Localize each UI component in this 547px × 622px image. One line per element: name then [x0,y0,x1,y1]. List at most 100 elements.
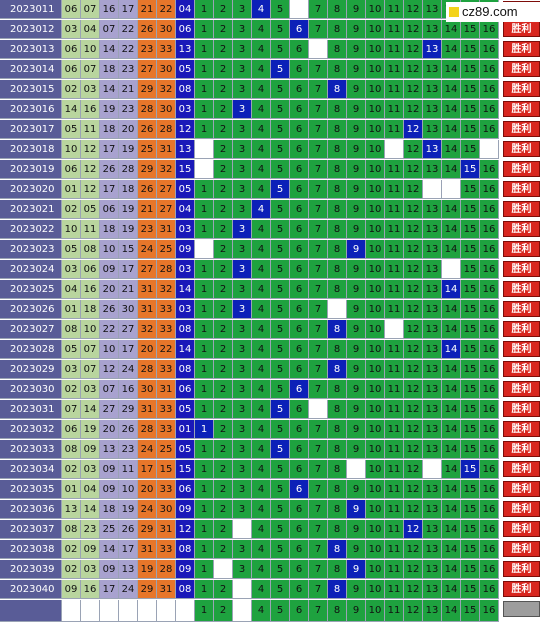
matrix-cell: 9 [347,380,366,399]
result-win-badge[interactable]: 胜利 [503,481,540,497]
red-ball-number: 13 [119,560,138,579]
matrix-cell: 14 [442,320,461,339]
result-win-badge[interactable]: 胜利 [503,321,540,337]
result-win-badge[interactable]: 胜利 [503,361,540,377]
red-ball-number: 02 [62,560,81,579]
matrix-cell: 15 [461,540,480,559]
matrix-cell: 10 [366,520,385,539]
result-win-badge[interactable]: 胜利 [503,261,540,277]
result-win-badge[interactable]: 胜利 [503,441,540,457]
special-number: 12 [176,120,195,139]
result-win-badge[interactable]: 胜利 [503,521,540,537]
matrix-cell-empty [233,580,252,599]
red-ball-number: 07 [100,20,119,39]
matrix-cell-hit: 9 [347,560,366,579]
result-pending-badge[interactable] [503,601,540,617]
result-win-badge[interactable]: 胜利 [503,21,540,37]
table-row: 2023019 06 12 26 28 29 32 15 2 3 4 5 6 7 8 9 10 11 12 13 14 1… [0,160,547,179]
matrix-cell: 4 [252,380,271,399]
matrix-cell: 16 [480,120,499,139]
result-win-badge[interactable]: 胜利 [503,221,540,237]
matrix-cell: 10 [366,500,385,519]
matrix-cell: 14 [442,520,461,539]
result-win-badge[interactable]: 胜利 [503,461,540,477]
result-win-badge[interactable]: 胜利 [503,501,540,517]
issue-number: 2023031 [0,400,62,419]
result-win-badge[interactable]: 胜利 [503,421,540,437]
matrix-cell-hit: 3 [233,300,252,319]
matrix-cell: 4 [252,120,271,139]
matrix-cell: 14 [442,80,461,99]
matrix-cell: 1 [195,340,214,359]
red-ball-number: 19 [119,140,138,159]
red-ball-number: 17 [138,460,157,479]
matrix-cell: 13 [423,360,442,379]
result-win-badge[interactable]: 胜利 [503,341,540,357]
matrix-cell: 4 [252,500,271,519]
red-ball-number: 21 [138,0,157,19]
result-win-badge[interactable]: 胜利 [503,381,540,397]
table-row: 2023032 06 19 20 26 28 33 01 1 2 3 4 5 6 7 8 9 10 11 12 13 14… [0,420,547,439]
result-win-badge[interactable]: 胜利 [503,561,540,577]
matrix-cell: 13 [423,480,442,499]
result-win-badge[interactable]: 胜利 [503,161,540,177]
result-win-badge[interactable]: 胜利 [503,541,540,557]
red-ball-number: 29 [138,580,157,599]
result-win-badge[interactable]: 胜利 [503,301,540,317]
matrix-cell: 4 [252,240,271,259]
red-ball-number: 23 [119,100,138,119]
matrix-cell: 8 [328,280,347,299]
matrix-cell: 7 [309,260,328,279]
matrix-cell: 15 [461,420,480,439]
matrix-cell: 1 [195,580,214,599]
red-ball-number: 28 [157,260,176,279]
special-number: 15 [176,160,195,179]
result-win-badge[interactable]: 胜利 [503,61,540,77]
special-number: 03 [176,100,195,119]
matrix-cell-hit: 5 [271,60,290,79]
red-ball-number: 08 [62,320,81,339]
matrix-cell: 6 [290,340,309,359]
result-win-badge[interactable]: 胜利 [503,121,540,137]
matrix-cell-empty [328,300,347,319]
matrix-cell: 13 [423,540,442,559]
red-ball-number: 10 [100,240,119,259]
matrix-cell: 9 [347,280,366,299]
result-win-badge[interactable]: 胜利 [503,581,540,597]
matrix-cell: 3 [233,280,252,299]
matrix-cell: 1 [195,0,214,19]
matrix-cell-empty [233,600,252,622]
matrix-cell: 4 [252,280,271,299]
matrix-cell: 7 [309,300,328,319]
result-win-badge[interactable]: 胜利 [503,201,540,217]
empty-cell [81,600,100,622]
result-win-badge[interactable]: 胜利 [503,241,540,257]
matrix-cell: 16 [480,440,499,459]
result-win-badge[interactable]: 胜利 [503,81,540,97]
red-ball-number: 18 [100,60,119,79]
red-ball-number: 33 [157,40,176,59]
result-win-badge[interactable]: 胜利 [503,141,540,157]
matrix-cell: 14 [442,460,461,479]
result-win-badge[interactable]: 胜利 [503,41,540,57]
red-ball-number: 05 [81,200,100,219]
result-win-badge[interactable]: 胜利 [503,101,540,117]
red-ball-number: 08 [62,520,81,539]
matrix-cell: 6 [290,60,309,79]
matrix-cell: 3 [233,340,252,359]
matrix-cell: 5 [271,100,290,119]
matrix-cell: 7 [309,360,328,379]
red-ball-number: 31 [138,280,157,299]
result-win-badge[interactable]: 胜利 [503,281,540,297]
matrix-cell-hit: 9 [347,500,366,519]
logo-square-icon [449,7,459,17]
matrix-cell: 4 [252,160,271,179]
result-win-badge[interactable]: 胜利 [503,401,540,417]
issue-number: 2023017 [0,120,62,139]
matrix-cell: 12 [404,420,423,439]
matrix-cell: 14 [442,480,461,499]
matrix-cell: 16 [480,280,499,299]
red-ball-number: 09 [100,260,119,279]
matrix-cell: 14 [442,100,461,119]
result-win-badge[interactable]: 胜利 [503,181,540,197]
